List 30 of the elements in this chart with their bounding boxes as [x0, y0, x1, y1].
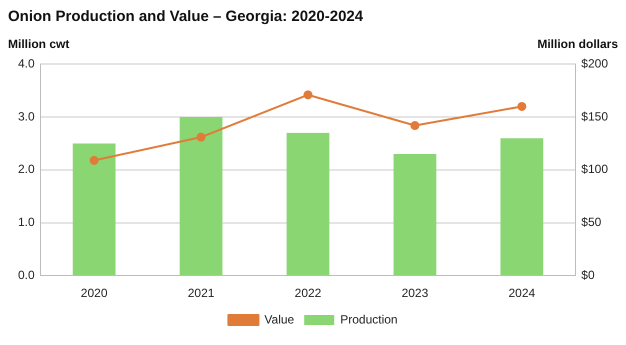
bar	[72, 143, 116, 276]
y2-tick-label: $100	[581, 162, 608, 176]
point	[517, 102, 526, 111]
y-axis-title: Million cwt	[8, 37, 70, 51]
y2-tick-label: $50	[581, 215, 602, 230]
y2-tick-label: $0	[581, 268, 595, 282]
point	[303, 90, 312, 100]
x-tick-label: 2024	[508, 286, 536, 300]
x-tick-label: 2020	[80, 286, 108, 300]
chart-title: Onion Production and Value – Georgia: 2020-2024	[8, 8, 364, 25]
legend-label: Value	[264, 312, 295, 326]
y-tick-label: 1.0	[18, 215, 35, 230]
point	[410, 121, 420, 130]
bar	[500, 138, 544, 276]
point	[90, 156, 99, 165]
y-tick-label: 3.0	[18, 109, 35, 124]
y2-tick-label: $200	[581, 56, 608, 71]
y-tick-label: 0.0	[18, 268, 35, 282]
y2-axis-title: Million dollars	[537, 37, 618, 51]
legend-label: Production	[340, 312, 398, 326]
point	[196, 132, 206, 142]
bar	[394, 154, 436, 276]
bar	[286, 132, 330, 276]
y-tick-label: 4.0	[18, 56, 35, 71]
x-tick-label: 2021	[188, 286, 215, 300]
y2-tick-label: $150	[581, 109, 608, 124]
y-tick-label: 2.0	[18, 162, 35, 176]
x-tick-label: 2023	[402, 286, 429, 300]
bar	[180, 117, 222, 276]
x-tick-label: 2022	[294, 286, 322, 300]
